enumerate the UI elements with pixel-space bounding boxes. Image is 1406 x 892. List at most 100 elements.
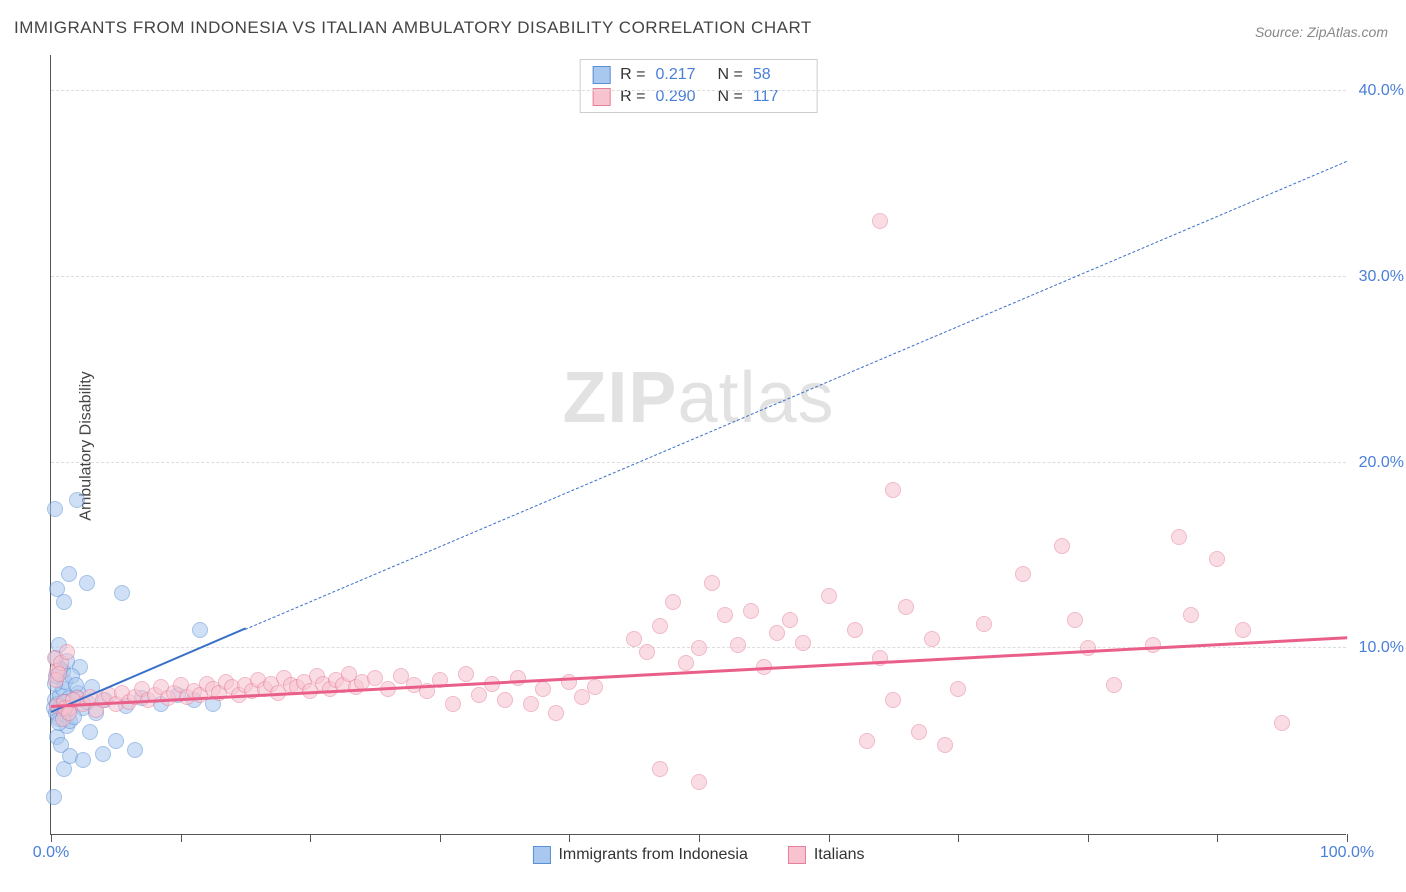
legend-item-indonesia: Immigrants from Indonesia — [532, 846, 747, 864]
legend-label-italians: Italians — [814, 846, 865, 864]
scatter-point-italians — [847, 622, 863, 638]
x-tick-label: 100.0% — [1320, 844, 1374, 862]
scatter-point-italians — [950, 681, 966, 697]
scatter-plot-area: ZIPatlas R = 0.217 N = 58 R = 0.290 N = … — [50, 55, 1346, 835]
x-tick — [181, 834, 182, 842]
x-tick — [51, 834, 52, 842]
watermark-bold: ZIP — [562, 358, 677, 438]
x-tick — [699, 834, 700, 842]
x-tick — [1347, 834, 1348, 842]
scatter-point-italians — [1054, 538, 1070, 554]
scatter-point-indonesia — [46, 789, 62, 805]
scatter-point-italians — [976, 616, 992, 632]
legend-swatch-italians — [788, 846, 806, 864]
scatter-point-italians — [730, 637, 746, 653]
scatter-point-italians — [652, 618, 668, 634]
x-tick — [829, 834, 830, 842]
scatter-point-italians — [548, 705, 564, 721]
scatter-point-italians — [471, 687, 487, 703]
n-label: N = — [718, 66, 743, 84]
scatter-point-italians — [1183, 607, 1199, 623]
scatter-point-italians — [924, 631, 940, 647]
scatter-point-italians — [1145, 637, 1161, 653]
scatter-point-indonesia — [47, 501, 63, 517]
scatter-point-indonesia — [61, 566, 77, 582]
scatter-point-indonesia — [75, 752, 91, 768]
scatter-point-indonesia — [95, 746, 111, 762]
scatter-point-italians — [795, 635, 811, 651]
scatter-point-italians — [59, 644, 75, 660]
scatter-point-italians — [743, 603, 759, 619]
scatter-point-italians — [872, 213, 888, 229]
scatter-point-italians — [1015, 566, 1031, 582]
x-tick — [440, 834, 441, 842]
scatter-point-indonesia — [82, 724, 98, 740]
x-tick — [310, 834, 311, 842]
scatter-point-indonesia — [127, 742, 143, 758]
scatter-point-italians — [510, 670, 526, 686]
scatter-point-italians — [1235, 622, 1251, 638]
scatter-point-indonesia — [114, 585, 130, 601]
scatter-point-italians — [769, 625, 785, 641]
y-tick-label: 10.0% — [1359, 639, 1404, 657]
scatter-point-italians — [782, 612, 798, 628]
scatter-point-italians — [1274, 715, 1290, 731]
scatter-point-italians — [885, 692, 901, 708]
x-tick — [1088, 834, 1089, 842]
scatter-point-indonesia — [56, 594, 72, 610]
legend-label-indonesia: Immigrants from Indonesia — [558, 846, 747, 864]
scatter-point-italians — [639, 644, 655, 660]
scatter-point-italians — [626, 631, 642, 647]
scatter-point-italians — [859, 733, 875, 749]
scatter-point-italians — [691, 640, 707, 656]
scatter-point-italians — [1171, 529, 1187, 545]
regression-extrapolation-indonesia — [245, 161, 1347, 630]
scatter-point-italians — [665, 594, 681, 610]
scatter-point-italians — [535, 681, 551, 697]
scatter-point-indonesia — [192, 622, 208, 638]
scatter-point-italians — [937, 737, 953, 753]
x-tick — [1217, 834, 1218, 842]
y-tick-label: 20.0% — [1359, 454, 1404, 472]
correlation-legend: R = 0.217 N = 58 R = 0.290 N = 117 — [579, 59, 818, 113]
r-value-indonesia: 0.217 — [656, 66, 708, 84]
scatter-point-italians — [821, 588, 837, 604]
scatter-point-italians — [497, 692, 513, 708]
scatter-point-italians — [1080, 640, 1096, 656]
chart-title: IMMIGRANTS FROM INDONESIA VS ITALIAN AMB… — [14, 18, 812, 38]
gridline — [51, 462, 1346, 463]
n-value-indonesia: 58 — [753, 66, 805, 84]
x-tick — [958, 834, 959, 842]
scatter-point-italians — [1106, 677, 1122, 693]
scatter-point-italians — [1209, 551, 1225, 567]
legend-swatch-indonesia — [532, 846, 550, 864]
scatter-point-italians — [898, 599, 914, 615]
scatter-point-italians — [523, 696, 539, 712]
scatter-point-italians — [561, 674, 577, 690]
gridline — [51, 276, 1346, 277]
x-tick — [569, 834, 570, 842]
scatter-point-italians — [1067, 612, 1083, 628]
legend-row-indonesia: R = 0.217 N = 58 — [592, 64, 805, 86]
scatter-point-italians — [587, 679, 603, 695]
scatter-point-italians — [678, 655, 694, 671]
scatter-point-indonesia — [69, 492, 85, 508]
scatter-point-italians — [445, 696, 461, 712]
scatter-point-italians — [911, 724, 927, 740]
x-tick-label: 0.0% — [33, 844, 69, 862]
scatter-point-italians — [691, 774, 707, 790]
scatter-point-italians — [458, 666, 474, 682]
r-label: R = — [620, 66, 645, 84]
legend-item-italians: Italians — [788, 846, 865, 864]
series-legend: Immigrants from Indonesia Italians — [532, 846, 864, 864]
scatter-point-indonesia — [108, 733, 124, 749]
scatter-point-italians — [704, 575, 720, 591]
scatter-point-italians — [652, 761, 668, 777]
y-tick-label: 30.0% — [1359, 268, 1404, 286]
watermark-light: atlas — [677, 358, 834, 438]
scatter-point-italians — [717, 607, 733, 623]
scatter-point-indonesia — [79, 575, 95, 591]
gridline — [51, 90, 1346, 91]
legend-swatch-indonesia — [592, 66, 610, 84]
scatter-point-italians — [51, 666, 67, 682]
